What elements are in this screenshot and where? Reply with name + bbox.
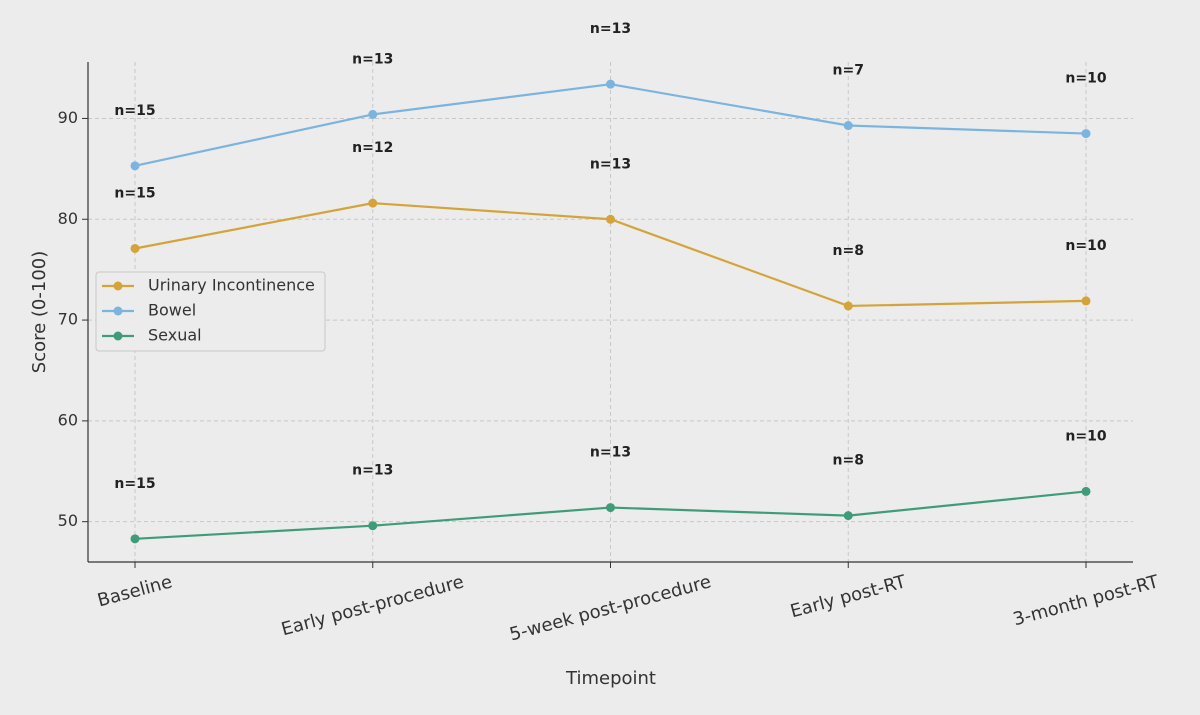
- sample-size-label: n=13: [352, 463, 393, 479]
- sample-size-label: n=12: [352, 140, 393, 156]
- sample-size-label: n=8: [833, 243, 864, 259]
- y-tick-label: 70: [58, 310, 78, 329]
- point: [606, 79, 615, 89]
- point: [606, 503, 615, 513]
- point: [843, 121, 853, 131]
- sample-size-label: n=10: [1065, 428, 1106, 444]
- point: [368, 521, 378, 531]
- sample-size-label: n=7: [833, 63, 864, 79]
- point: [130, 243, 140, 253]
- y-tick-label: 90: [58, 108, 78, 127]
- sample-size-label: n=15: [114, 476, 155, 492]
- sample-size-label: n=10: [1065, 71, 1106, 87]
- point: [1081, 486, 1091, 496]
- x-tick-label: Baseline: [95, 571, 174, 611]
- sample-size-label: n=15: [114, 185, 155, 201]
- sample-size-label: n=13: [352, 51, 393, 67]
- legend-label: Urinary Incontinence: [148, 276, 315, 295]
- point: [130, 534, 140, 544]
- point: [368, 109, 378, 119]
- x-tick-label: Early post-procedure: [279, 571, 466, 640]
- legend-label: Sexual: [148, 326, 202, 345]
- legend-label: Bowel: [148, 301, 196, 320]
- x-axis-label: Timepoint: [565, 668, 656, 689]
- point: [843, 511, 853, 521]
- y-tick-label: 60: [58, 410, 78, 429]
- y-axis-label: Score (0-100): [29, 251, 50, 373]
- point: [130, 161, 140, 171]
- x-tick-label: 3-month post-RT: [1011, 571, 1162, 630]
- legend-marker: [113, 306, 123, 316]
- point: [1081, 129, 1091, 139]
- legend-box: [95, 271, 326, 352]
- point: [1081, 296, 1091, 306]
- y-tick-label: 80: [58, 209, 78, 228]
- y-tick-label: 50: [58, 511, 78, 530]
- point: [606, 214, 615, 224]
- sample-size-label: n=13: [590, 445, 631, 461]
- point: [843, 301, 853, 311]
- legend-marker: [113, 331, 123, 341]
- legend: Urinary Incontinence Bowel Sexual: [95, 271, 326, 352]
- sample-size-label: n=13: [590, 156, 631, 172]
- point: [368, 198, 378, 208]
- legend-marker: [113, 281, 123, 291]
- sample-size-label: n=8: [833, 453, 864, 469]
- sample-size-label: n=13: [590, 21, 631, 37]
- sample-size-label: n=15: [114, 103, 155, 119]
- x-tick-label: Early post-RT: [788, 571, 909, 622]
- x-tick-label: 5-week post-procedure: [507, 571, 713, 645]
- sample-size-label: n=10: [1065, 238, 1106, 254]
